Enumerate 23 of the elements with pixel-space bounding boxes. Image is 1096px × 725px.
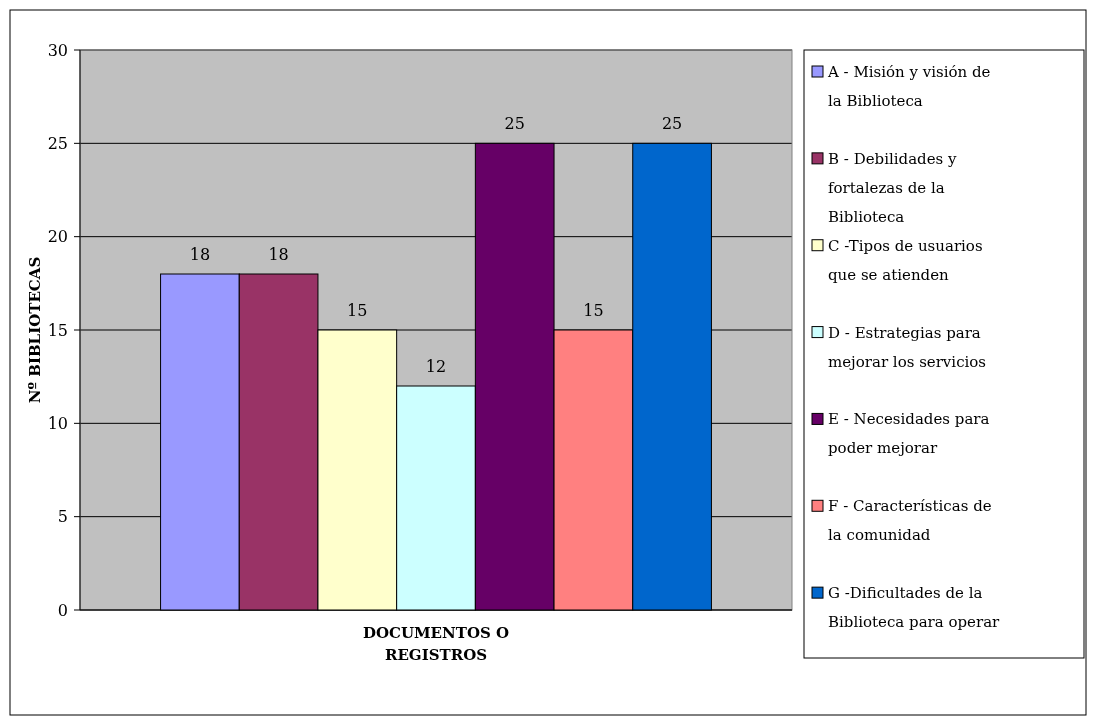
y-tick-label: 25 [47, 133, 68, 153]
data-label: 18 [268, 245, 289, 264]
legend-label: D - Estrategias para mejorar los servicios [828, 323, 987, 371]
legend-label: B - Debilidades y fortalezas de la Biblioteca [828, 149, 958, 226]
legend-label: F - Características de la comunidad [828, 497, 992, 545]
y-tick-label: 20 [47, 227, 68, 247]
legend-label: G -Dificultades de la Biblioteca para operar [828, 584, 1001, 632]
y-tick-label: 30 [47, 40, 68, 60]
data-label: 25 [504, 114, 525, 134]
legend-label: C -Tipos de usuarios que se atienden [828, 236, 983, 284]
data-label: 15 [347, 301, 368, 320]
y-tick-label: 0 [57, 600, 68, 620]
data-label: 25 [661, 114, 683, 134]
data-label: 18 [189, 245, 211, 264]
data-label: 12 [425, 357, 447, 376]
y-tick-label: 5 [57, 507, 68, 527]
y-tick-label: 15 [47, 320, 68, 340]
data-label: 15 [583, 301, 604, 320]
x-axis-title: DOCUMENTOS O REGISTROS [362, 624, 510, 664]
y-axis-title: Nº BIBLIOTECAS [26, 256, 44, 404]
legend-label: E - Necesidades para poder mejorar [828, 410, 990, 458]
legend-label: A - Misión y visión de la Biblioteca [827, 63, 991, 110]
y-tick-label: 10 [47, 413, 68, 433]
